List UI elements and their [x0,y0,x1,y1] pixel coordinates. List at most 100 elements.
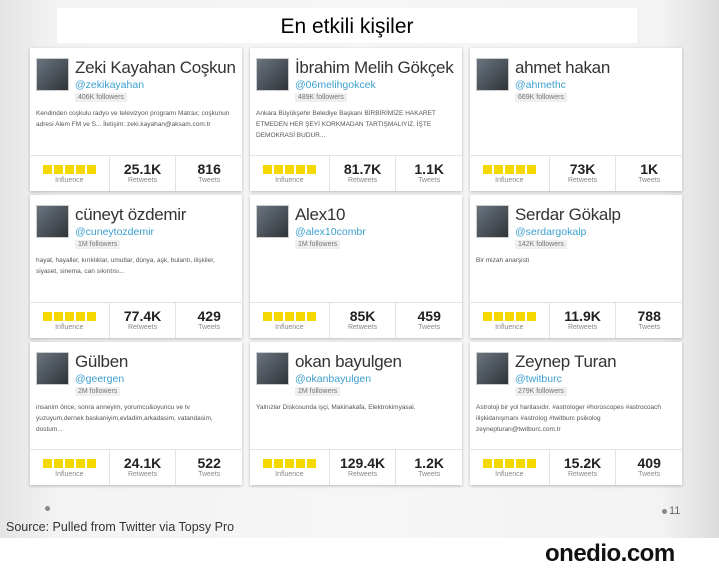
profile-handle[interactable]: @ahmethc [515,79,566,91]
followers-count: 1M followers [75,240,121,249]
tweets-stat: 409 Tweets [615,450,682,485]
influence-bar [482,312,492,321]
retweets-value: 85K [349,308,376,324]
avatar[interactable] [256,352,289,385]
influence-bar [86,165,96,174]
influence-bar [306,165,316,174]
stats-row: Influence 25.1K Retweets 816 Tweets [30,155,242,191]
profile-grid: Zeki Kayahan Coşkun @zekikayahan 406K fo… [30,48,682,485]
tweets-stat: 1K Tweets [615,156,682,191]
profile-handle[interactable]: @cuneytozdemir [75,226,154,238]
influence-stat: Influence [30,450,109,485]
influence-bar [42,312,52,321]
influence-bar [493,459,503,468]
profile-handle[interactable]: @twitburc [515,373,562,385]
influence-bar [504,165,514,174]
tweets-stat: 1.1K Tweets [395,156,462,191]
influence-bar [53,312,63,321]
profile-bio: Bir mizah anarşisti [476,257,530,264]
avatar[interactable] [36,205,69,238]
tweets-stat: 459 Tweets [395,303,462,338]
stats-row: Influence 73K Retweets 1K Tweets [470,155,682,191]
influence-bar [515,312,525,321]
profile-name[interactable]: Alex10 [295,205,346,224]
profile-card[interactable]: okan bayulgen @okanbayulgen 2M followers… [250,342,462,485]
tweets-label: Tweets [198,177,221,184]
profile-handle[interactable]: @alex10combr [295,226,366,238]
influence-bar [306,459,316,468]
influence-label: Influence [495,177,524,184]
profile-handle[interactable]: @zekikayahan [75,79,145,91]
profile-card[interactable]: Gülben @geergen 2M followers insanim önc… [30,342,242,485]
profile-card[interactable]: Zeynep Turan @twitburc 279K followers As… [470,342,682,485]
tweets-value: 409 [637,455,661,471]
page-number: 11 [669,505,681,517]
avatar[interactable] [476,58,509,91]
avatar[interactable] [256,205,289,238]
influence-bar [53,459,63,468]
profile-handle[interactable]: @geergen [75,373,125,385]
influence-bars [470,165,549,174]
profile-handle[interactable]: @06melihgokcek [295,79,376,91]
tweets-label: Tweets [418,471,441,478]
profile-name[interactable]: cüneyt özdemir [75,205,187,224]
retweets-stat: 77.4K Retweets [108,303,176,338]
avatar[interactable] [36,58,69,91]
retweets-stat: 73K Retweets [548,156,616,191]
influence-bar [64,165,74,174]
influence-bars [250,459,329,468]
retweets-value: 11.9K [564,308,601,324]
profile-handle[interactable]: @serdargokalp [515,226,587,238]
tweets-value: 429 [197,308,221,324]
profile-name[interactable]: okan bayulgen [295,352,402,371]
influence-bar [515,165,525,174]
followers-count: 279K followers [515,387,567,396]
followers-count: 489K followers [295,93,347,102]
avatar[interactable] [476,352,509,385]
influence-bar [273,312,283,321]
influence-stat: Influence [470,450,549,485]
profile-card[interactable]: Serdar Gökalp @serdargokalp 142K followe… [470,195,682,338]
influence-bar [64,459,74,468]
profile-bio: Yalnızlar Diskosunda işçi, Makinakafa, E… [256,404,416,411]
profile-card[interactable]: ahmet hakan @ahmethc 669K followers Infl… [470,48,682,191]
stats-row: Influence 81.7K Retweets 1.1K Tweets [250,155,462,191]
profile-card[interactable]: cüneyt özdemir @cuneytozdemir 1M followe… [30,195,242,338]
followers-count: 669K followers [515,93,567,102]
profile-name[interactable]: Gülben [75,352,129,371]
profile-name[interactable]: Serdar Gökalp [515,205,621,224]
influence-bars [470,312,549,321]
influence-stat: Influence [30,156,109,191]
tweets-stat: 522 Tweets [175,450,242,485]
influence-label: Influence [275,177,304,184]
influence-bars [30,165,109,174]
retweets-value: 73K [569,161,596,177]
influence-bar [295,312,305,321]
profile-card[interactable]: İbrahim Melih Gökçek @06melihgokcek 489K… [250,48,462,191]
tweets-stat: 1.2K Tweets [395,450,462,485]
profile-handle[interactable]: @okanbayulgen [295,373,372,385]
avatar[interactable] [476,205,509,238]
retweets-label: Retweets [127,324,158,331]
profile-name[interactable]: Zeki Kayahan Coşkun [75,58,236,77]
influence-bar [75,459,85,468]
retweets-value: 24.1K [123,455,162,471]
tweets-stat: 816 Tweets [175,156,242,191]
profile-bio: Ankara Büyükşehir Belediye Başkanı BİRBİ… [256,110,436,139]
profile-name[interactable]: İbrahim Melih Gökçek [295,58,454,77]
avatar[interactable] [256,58,289,91]
stats-row: Influence 24.1K Retweets 522 Tweets [30,449,242,485]
influence-stat: Influence [250,156,329,191]
profile-card[interactable]: Zeki Kayahan Coşkun @zekikayahan 406K fo… [30,48,242,191]
profile-name[interactable]: ahmet hakan [515,58,610,77]
influence-bars [470,459,549,468]
retweets-value: 129.4K [339,455,386,471]
profile-bio: hayat, hayaller, kırıklıklar, umutlar, d… [36,257,215,275]
bullet-dot [662,509,667,514]
profile-name[interactable]: Zeynep Turan [515,352,617,371]
retweets-stat: 11.9K Retweets [548,303,616,338]
stats-row: Influence 15.2K Retweets 409 Tweets [470,449,682,485]
profile-card[interactable]: Alex10 @alex10combr 1M followers Influen… [250,195,462,338]
avatar[interactable] [36,352,69,385]
influence-bar [284,165,294,174]
